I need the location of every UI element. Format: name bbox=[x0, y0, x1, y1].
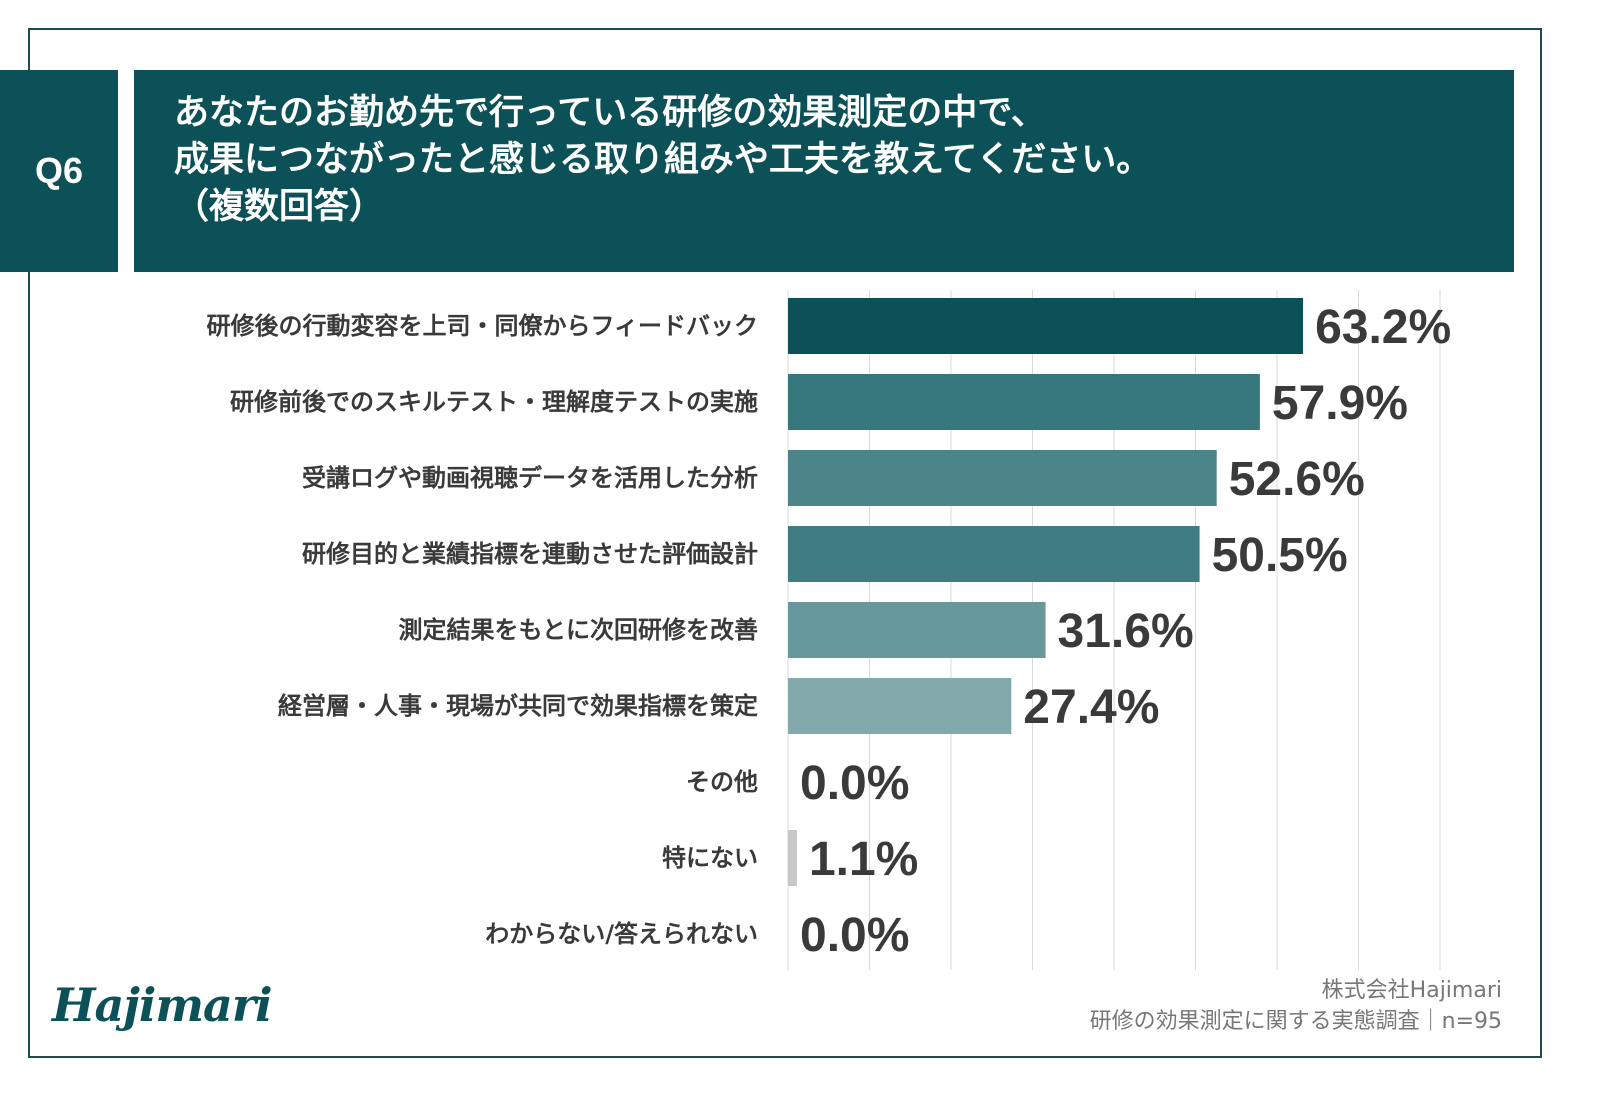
source-survey: 研修の効果測定に関する実態調査｜n=95 bbox=[1089, 1009, 1502, 1034]
outer-frame bbox=[28, 28, 1542, 1058]
bar-6 bbox=[788, 678, 1012, 734]
value-label-8: 1.1% bbox=[809, 833, 918, 886]
value-label-1: 63.2% bbox=[1315, 301, 1451, 354]
source-company: 株式会社Hajimari bbox=[1321, 978, 1502, 1003]
category-label-3: 受講ログや動画視聴データを活用した分析 bbox=[302, 464, 758, 492]
bar-5 bbox=[788, 602, 1046, 658]
category-label-1: 研修後の行動変容を上司・同僚からフィードバック bbox=[206, 312, 758, 340]
bar-2 bbox=[788, 374, 1260, 430]
value-label-6: 27.4% bbox=[1023, 681, 1159, 734]
category-label-4: 研修目的と業績指標を連動させた評価設計 bbox=[302, 540, 758, 568]
bar-4 bbox=[788, 526, 1200, 582]
value-label-4: 50.5% bbox=[1212, 529, 1348, 582]
bar-8 bbox=[788, 830, 797, 886]
value-label-5: 31.6% bbox=[1058, 605, 1194, 658]
question-title: あなたのお勤め先で行っている研修の効果測定の中で、 成果につながったと感じる取り… bbox=[134, 70, 1514, 272]
value-label-2: 57.9% bbox=[1272, 377, 1408, 430]
question-title-line-2: 成果につながったと感じる取り組みや工夫を教えてください。 bbox=[174, 140, 1152, 180]
category-label-6: 経営層・人事・現場が共同で効果指標を策定 bbox=[278, 692, 758, 720]
category-label-9: わからない/答えられない bbox=[485, 920, 758, 948]
bar-3 bbox=[788, 450, 1217, 506]
hajimari-logo: Hajimari bbox=[52, 978, 273, 1032]
question-number: Q6 bbox=[0, 70, 118, 272]
value-label-7: 0.0% bbox=[800, 757, 909, 810]
category-label-7: その他 bbox=[686, 768, 758, 796]
category-label-8: 特にない bbox=[662, 844, 758, 872]
category-label-2: 研修前後でのスキルテスト・理解度テストの実施 bbox=[230, 388, 758, 416]
question-title-line-1: あなたのお勤め先で行っている研修の効果測定の中で、 bbox=[174, 93, 1046, 133]
question-title-line-3: （複数回答） bbox=[174, 187, 385, 227]
value-label-3: 52.6% bbox=[1229, 453, 1365, 506]
value-label-9: 0.0% bbox=[800, 909, 909, 962]
bar-1 bbox=[788, 298, 1304, 354]
category-label-5: 測定結果をもとに次回研修を改善 bbox=[398, 616, 758, 644]
